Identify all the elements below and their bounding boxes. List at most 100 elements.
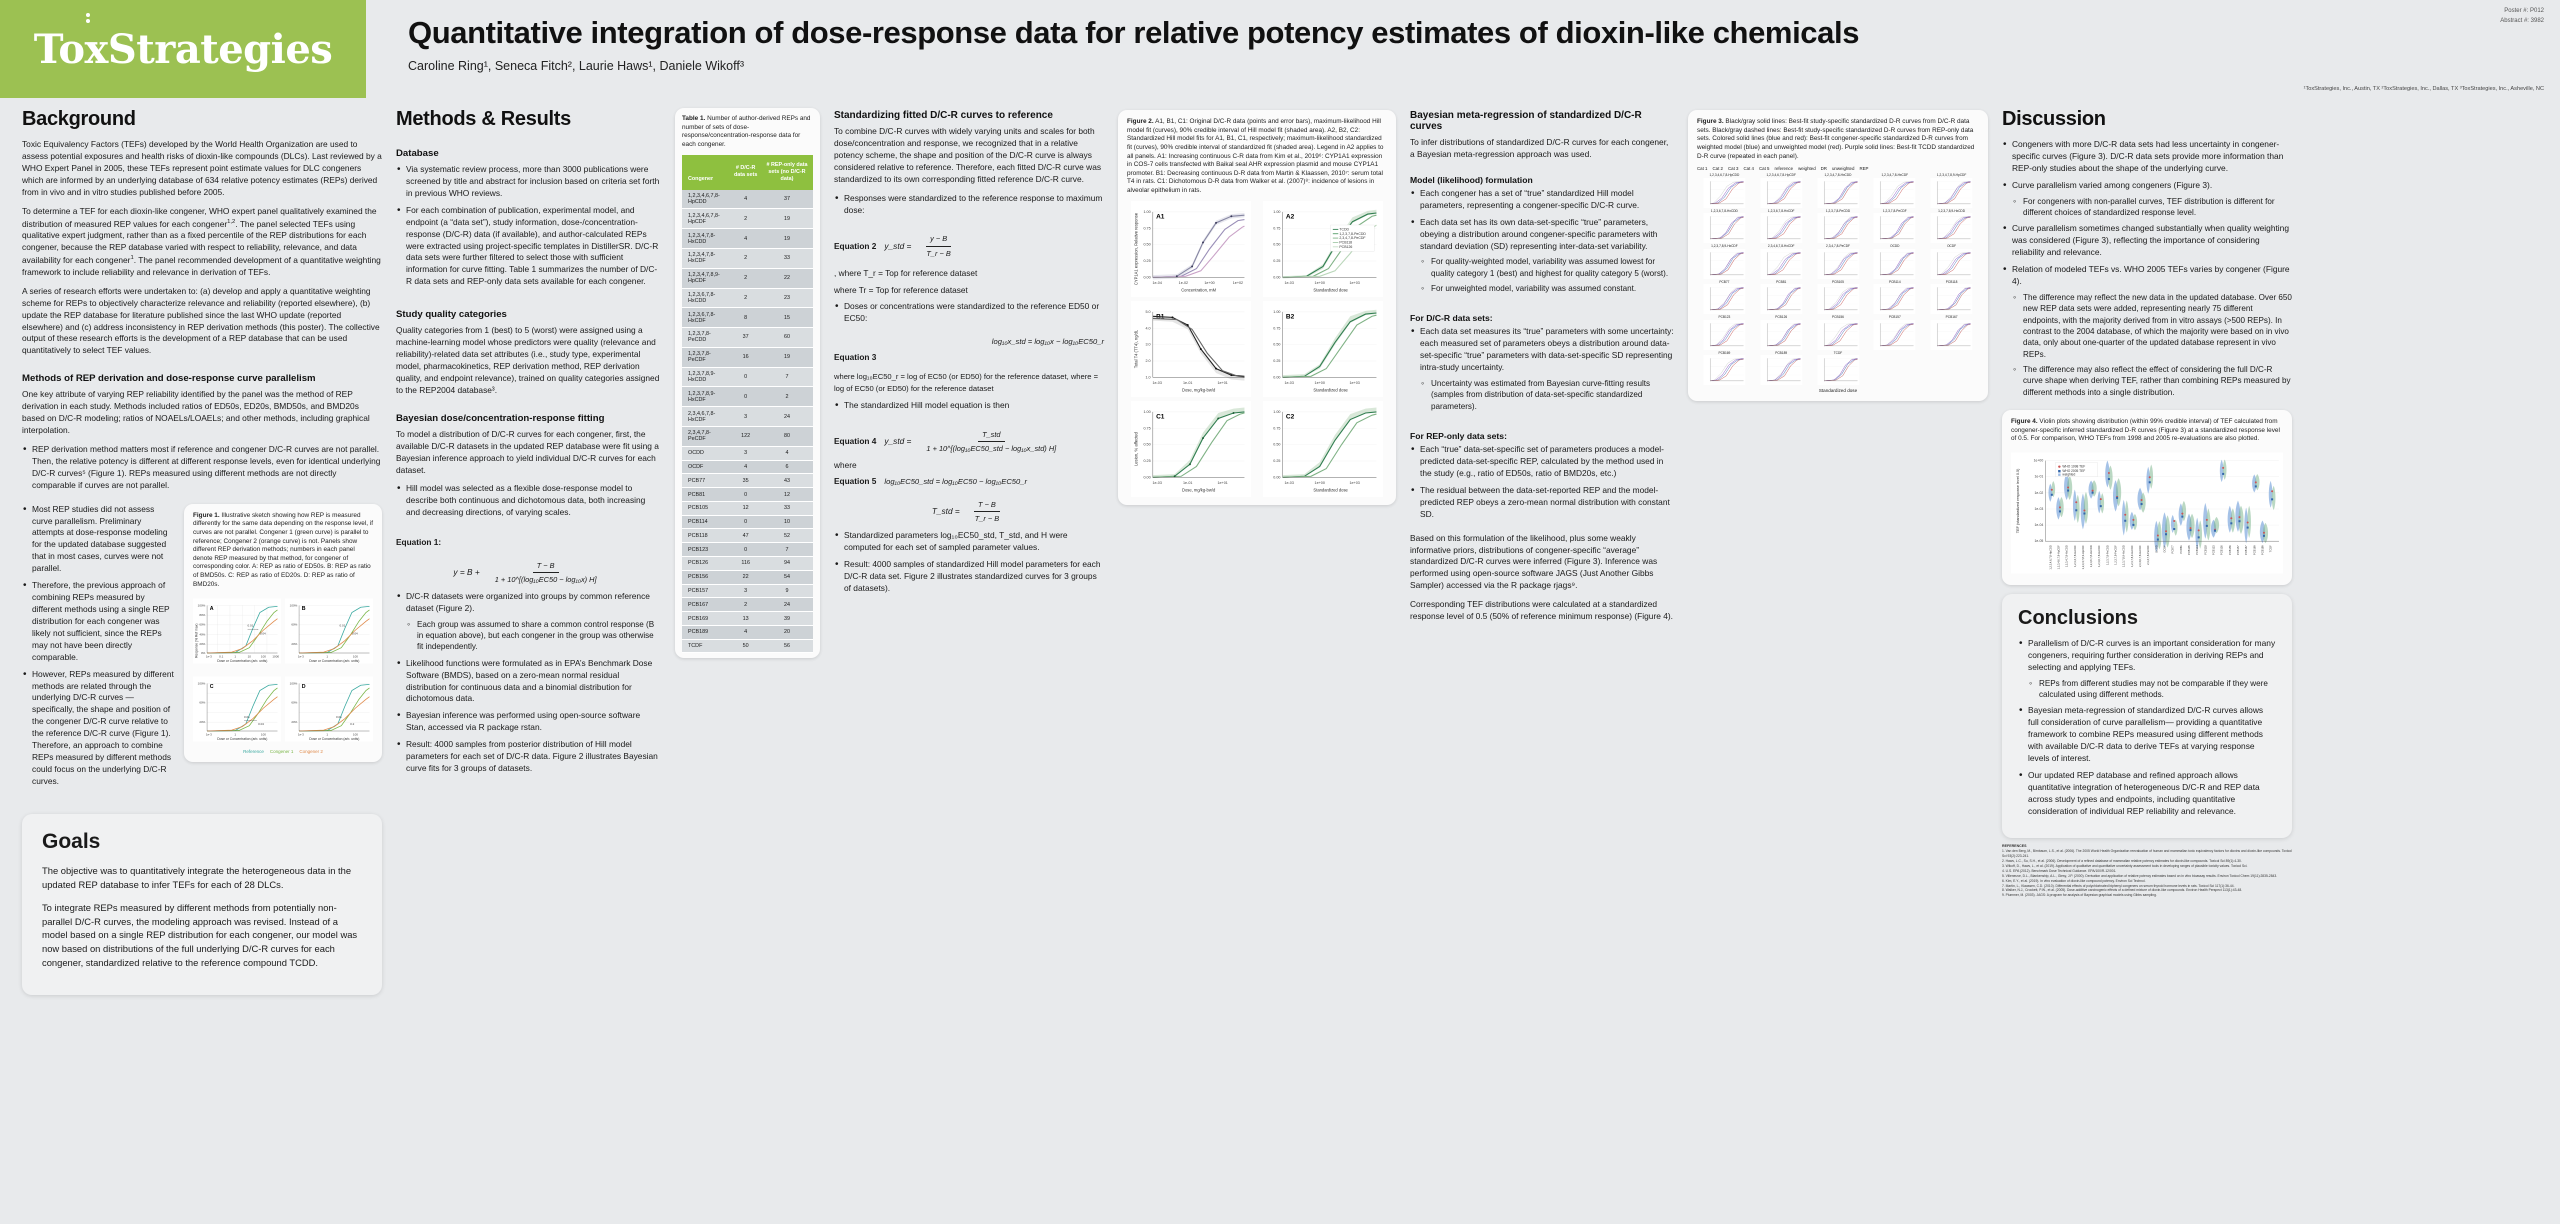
figure-1-ylabel: Response (% Ref max) bbox=[194, 624, 198, 658]
table-1-card: Table 1. Number of author-derived REPs a… bbox=[675, 108, 820, 659]
svg-text:1e-03: 1e-03 bbox=[1152, 481, 1161, 485]
figure-3-panel: 1,2,3,7,8-PeCDF bbox=[1867, 209, 1922, 244]
figure-2-panel-a1: A1 1.00 0.75 0.50 0.25 0.00 bbox=[1131, 200, 1251, 297]
list-item: D/C-R datasets were organized into group… bbox=[396, 590, 661, 653]
figure-4-xtick: OCDD bbox=[2154, 545, 2158, 553]
figure-3-panel: 2,3,4,7,8-PeCDF bbox=[1811, 245, 1866, 279]
cell-congener: 1,2,3,4,7,8-HxCDF bbox=[682, 248, 731, 269]
table-row: PCB81 0 12 bbox=[682, 487, 813, 502]
list-item-text: Each data set has its own data-set-speci… bbox=[1420, 216, 1658, 251]
figure-3-panel: PCB123 bbox=[1697, 316, 1752, 350]
cell-rep: 12 bbox=[760, 487, 813, 502]
svg-text:0.00: 0.00 bbox=[1143, 275, 1150, 279]
panel-label-b2: B2 bbox=[1286, 313, 1295, 320]
figure-4-label: Figure 4. bbox=[2011, 417, 2038, 425]
svg-text:0.01: 0.01 bbox=[336, 715, 342, 719]
svg-text:Dose or Concentration (arb. un: Dose or Concentration (arb. units) bbox=[217, 737, 267, 741]
reference-item: 4. U.S. EPA (2012). Benchmark Dose Techn… bbox=[2002, 868, 2117, 873]
figure-3-card: Figure 3. Black/gray solid lines: Best-f… bbox=[1688, 110, 1988, 402]
cell-rep: 2 bbox=[760, 386, 813, 408]
who-2005-marker bbox=[2116, 496, 2119, 499]
panel-label-c2: C2 bbox=[1286, 413, 1295, 420]
who-2005-marker bbox=[2181, 515, 2184, 518]
figure-1-caption-text: Illustrative sketch showing how REP is m… bbox=[193, 511, 374, 588]
svg-text:0.75: 0.75 bbox=[1273, 326, 1280, 330]
list-item: Most REP studies did not assess curve pa… bbox=[22, 503, 174, 576]
who-2005-marker bbox=[2148, 481, 2151, 484]
cell-congener: 1,2,3,4,6,7,8-HpCDF bbox=[682, 208, 731, 230]
svg-text:1e-02: 1e-02 bbox=[2035, 491, 2044, 495]
cell-dcr: 4 bbox=[730, 460, 761, 475]
who-2005-marker bbox=[2271, 498, 2274, 501]
list-item: Standardized parameters log₁₀EC50_std, T… bbox=[834, 529, 1104, 554]
goals-p2: To integrate REPs measured by different … bbox=[42, 901, 358, 969]
cell-congener: 1,2,3,7,8-PeCDF bbox=[682, 347, 731, 368]
who-1998-marker bbox=[2067, 486, 2070, 489]
cell-dcr: 2 bbox=[730, 597, 761, 613]
svg-text:0%: 0% bbox=[201, 651, 206, 655]
cell-congener: OCDD bbox=[682, 446, 731, 461]
bayes-meta-sub-bullets-2: Uncertainty was estimated from Bayesian … bbox=[1420, 377, 1674, 412]
figure-3-panel: TCDF bbox=[1811, 351, 1866, 386]
who-1998-marker bbox=[2238, 516, 2241, 519]
table-1: Congener # D/C-R data sets # REP-only da… bbox=[682, 154, 813, 654]
svg-text:1.00: 1.00 bbox=[1143, 210, 1150, 214]
equation-3-where: where log₁₀EC50_r = log of EC50 (or ED50… bbox=[834, 372, 1099, 393]
figure-3-panel-title: OCDF bbox=[1947, 244, 1957, 249]
cell-rep: 43 bbox=[760, 473, 813, 489]
abstract-number: Abstract #: 3982 bbox=[2500, 18, 2544, 25]
cell-rep: 15 bbox=[760, 307, 813, 329]
figure-4-xtick: PCB126 bbox=[2220, 545, 2224, 555]
reference-item: 1. Van den Berg, M., Birnbaum, L.S., et … bbox=[2002, 848, 2292, 858]
figure-4-caption: Figure 4. Violin plots showing distribut… bbox=[2011, 418, 2283, 444]
svg-text:3.0: 3.0 bbox=[1145, 342, 1150, 346]
list-item: Each group was assumed to share a common… bbox=[406, 618, 661, 653]
table-row: PCB167 2 24 bbox=[682, 597, 813, 613]
methods-database-subheading: Database bbox=[396, 148, 439, 159]
cell-rep: 7 bbox=[760, 367, 813, 388]
equation-4-lhs: y_std = bbox=[884, 436, 912, 447]
svg-text:100: 100 bbox=[353, 655, 358, 659]
equation-2-note: , where T_r = Top for reference dataset bbox=[834, 267, 978, 278]
legend-item-congener-1: Congener 1 bbox=[269, 749, 294, 755]
figure-2-b2-xlabel: Standardized dose bbox=[1313, 387, 1348, 392]
svg-text:TCDD: TCDD bbox=[1339, 227, 1349, 231]
svg-text:1: 1 bbox=[326, 733, 328, 737]
cell-dcr: 16 bbox=[730, 347, 761, 368]
cell-rep: 54 bbox=[760, 570, 813, 585]
poster-meta: Poster #: P012 Abstract #: 3982 bbox=[2380, 0, 2560, 98]
list-item: Hill model was selected as a flexible do… bbox=[396, 482, 661, 519]
who-2005-marker bbox=[2067, 489, 2070, 492]
cell-dcr: 8 bbox=[730, 307, 761, 329]
svg-text:0.01: 0.01 bbox=[244, 715, 250, 719]
cell-dcr: 2 bbox=[730, 288, 761, 309]
svg-text:0.01: 0.01 bbox=[248, 624, 254, 628]
violin-unweighted bbox=[2198, 520, 2203, 549]
cell-congener: PCB114 bbox=[682, 515, 731, 530]
violin-weighted bbox=[2244, 507, 2248, 544]
figure-2-panels: A1 1.00 0.75 0.50 0.25 0.00 bbox=[1127, 200, 1387, 497]
figure-4-xtick: PCB189 bbox=[2260, 545, 2264, 555]
panel-label-a: A bbox=[210, 606, 214, 612]
figure-1-panel-d: D 0.01 0.2 100% 60% 20% 1e-3 1 100 bbox=[285, 676, 373, 742]
cell-rep: 52 bbox=[760, 528, 813, 544]
svg-text:0.1: 0.1 bbox=[219, 655, 223, 659]
figure-2-a1-ylabel: CYP1A1 expression, Relative response bbox=[1134, 212, 1139, 285]
figure-2-a2-xlabel: Standardized dose bbox=[1313, 287, 1348, 292]
who-1998-marker bbox=[2262, 531, 2265, 534]
methods-bayes-subheading: Bayesian dose/concentration-response fit… bbox=[396, 412, 605, 424]
list-item: Doses or concentrations were standardize… bbox=[834, 300, 1104, 325]
reference-item: 2. Haws, L.C., Su, S.H., et al. (2006). … bbox=[2002, 858, 2242, 863]
cell-rep: 19 bbox=[760, 347, 813, 368]
figure-2-caption: Figure 2. A1, B1, C1: Original D/C-R dat… bbox=[1127, 118, 1387, 196]
equation-5-numerator: T − B bbox=[974, 499, 1000, 512]
who-2005-marker bbox=[2222, 472, 2225, 475]
methods-heading: Methods & Results bbox=[396, 108, 571, 130]
figure-3-panel-title: 1,2,3,4,7,8,9-HpCDF bbox=[1936, 173, 1967, 178]
who-1998-marker bbox=[2222, 466, 2225, 469]
who-2005-marker bbox=[2197, 536, 2200, 539]
figure-3-panel-title: 1,2,3,6,7,8-HxCDF bbox=[1767, 208, 1795, 213]
background-subheading-parallelism: Methods of REP derivation and dose-respo… bbox=[22, 373, 316, 385]
legend-item-reference: Reference bbox=[243, 749, 264, 755]
